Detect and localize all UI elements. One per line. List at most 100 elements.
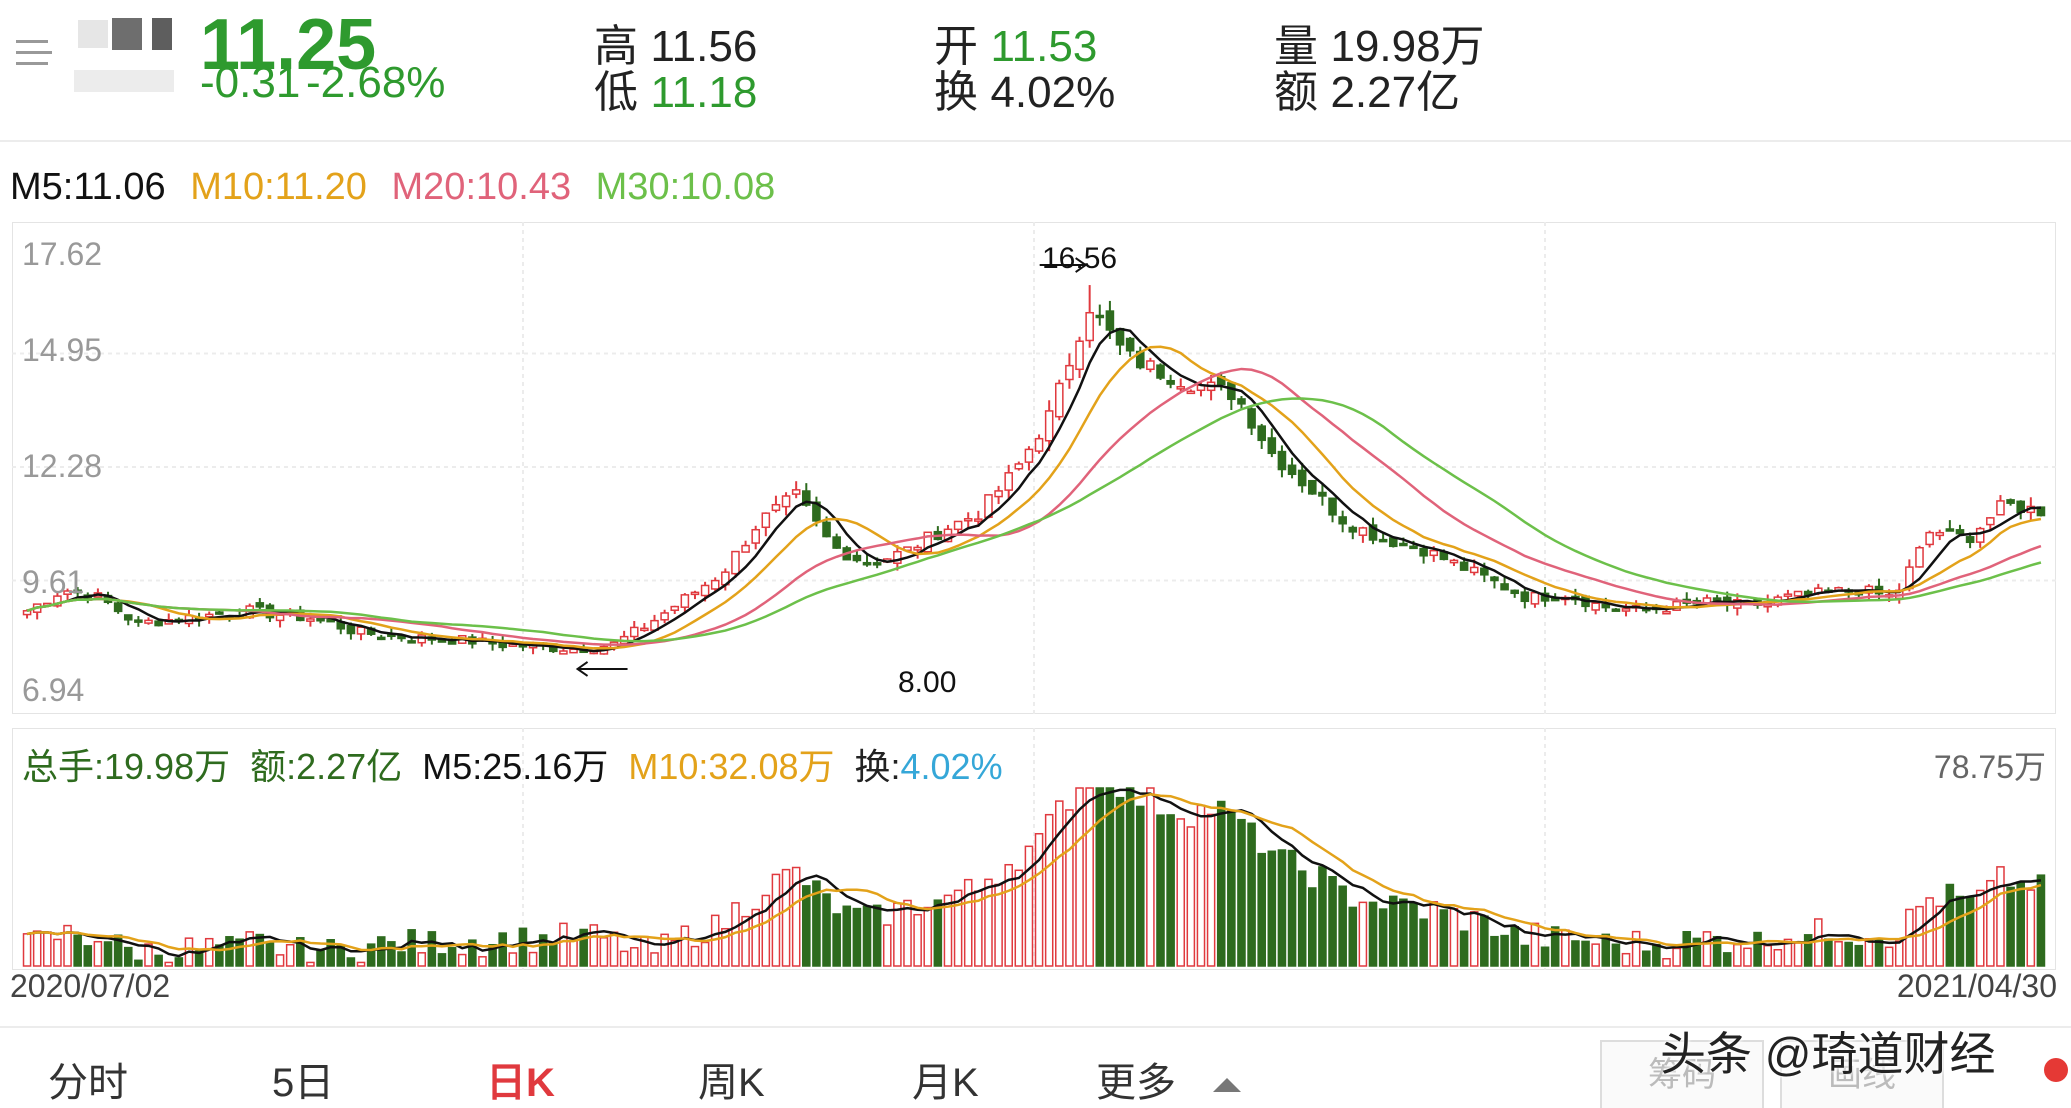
stat-volume: 量 19.98万 — [1274, 10, 1485, 74]
tab-more[interactable]: 更多 — [1096, 1050, 1242, 1108]
volume-bar — [123, 946, 133, 967]
volume-bar — [1753, 931, 1762, 967]
volume-bar — [83, 945, 93, 967]
volume-bar — [1935, 905, 1945, 967]
notification-dot — [2044, 1058, 2068, 1082]
candle-body — [1348, 526, 1358, 533]
candle-body — [1793, 590, 1803, 597]
stat-volume-label: 量 — [1274, 22, 1318, 71]
volume-bar — [1368, 901, 1378, 967]
candle-body — [660, 612, 669, 621]
candle-body — [154, 620, 163, 627]
stat-amount-label: 额 — [1274, 68, 1318, 117]
volume-bar — [1348, 906, 1358, 967]
volume-bar — [1004, 863, 1013, 967]
candle-body — [1975, 527, 1985, 543]
volume-bar — [1388, 895, 1398, 967]
volume-bar — [478, 956, 487, 967]
total-value: 19.98万 — [104, 746, 231, 787]
volume-bar — [1773, 948, 1783, 967]
tab-weekly-k[interactable]: 周K — [698, 1061, 765, 1105]
volume-bar — [1237, 818, 1246, 967]
volume-bar — [1469, 911, 1479, 967]
menu-icon[interactable] — [16, 34, 56, 74]
chips-button[interactable]: 筹码 — [1600, 1040, 1764, 1108]
volume-bar — [943, 894, 953, 967]
volume-bar — [1500, 934, 1509, 967]
volume-bar — [1297, 870, 1307, 967]
tab-intraday[interactable]: 分时 — [48, 1061, 128, 1105]
candle-body — [1308, 479, 1317, 495]
volume-bar — [1874, 939, 1884, 967]
volume-bar — [1459, 930, 1469, 967]
candle-body — [1146, 360, 1155, 371]
candle-body — [872, 562, 882, 566]
volume-bar — [528, 951, 538, 967]
candle-body — [802, 490, 811, 506]
candle-body — [1085, 311, 1094, 342]
volume-bar — [1449, 908, 1459, 967]
vol-ma10-line — [26, 793, 2042, 952]
volume-bar — [1945, 883, 1955, 967]
volume-bar — [1793, 942, 1803, 967]
volume-bar — [1682, 931, 1692, 967]
volume-chart[interactable]: 总手:19.98万 额:2.27亿 M5:25.16万 M10:32.08万 换… — [12, 728, 2056, 970]
stat-open: 开 11.53 — [934, 10, 1097, 74]
start-date: 2020/07/02 — [10, 968, 171, 1004]
volume-bar — [1358, 901, 1368, 967]
volume-bar — [579, 928, 588, 967]
volume-bar — [741, 915, 750, 967]
volume-max-label: 78.75万 — [1933, 749, 2046, 785]
volume-bar — [154, 954, 163, 967]
volume-bar — [1085, 787, 1094, 967]
candle-body — [1965, 536, 1975, 544]
volume-bar — [812, 880, 821, 967]
candle-body — [923, 531, 933, 553]
candle-body — [1186, 390, 1196, 395]
volume-bar — [1075, 787, 1084, 967]
volume-bar — [164, 961, 174, 967]
candle-body — [1328, 497, 1337, 516]
tab-monthly-k[interactable]: 月K — [912, 1061, 979, 1105]
volume-bar — [1722, 952, 1732, 967]
candle-body — [741, 544, 750, 553]
candle-body — [73, 589, 82, 594]
candle-body — [1915, 546, 1924, 568]
price-change-pct: -2.68% — [306, 58, 446, 107]
candle-body — [781, 495, 791, 508]
volume-bar — [1520, 944, 1530, 967]
ma20-label: M20:10.43 — [391, 166, 572, 208]
volume-bar — [326, 939, 335, 967]
volume-bar — [862, 905, 872, 967]
candle-body — [1783, 593, 1793, 597]
volume-bar — [1824, 938, 1833, 967]
candle-body — [134, 619, 143, 623]
volume-bar — [1692, 937, 1702, 967]
tab-5day[interactable]: 5日 — [272, 1061, 335, 1105]
candle-body — [822, 521, 831, 538]
volume-bar — [599, 937, 609, 967]
volume-bar — [306, 961, 315, 967]
candle-body — [1530, 591, 1540, 605]
stat-amount-value: 2.27亿 — [1330, 68, 1461, 117]
ma20-line — [26, 367, 2042, 646]
ma30-line — [26, 397, 2042, 643]
candle-body — [1105, 310, 1115, 331]
volume-bar — [1965, 896, 1975, 967]
volume-bar — [1186, 826, 1196, 967]
volume-bar — [629, 947, 639, 967]
low-arrow-head — [575, 661, 589, 677]
draw-line-button[interactable]: 画线 — [1780, 1040, 1944, 1108]
stat-low: 低 11.18 — [594, 56, 757, 120]
candle-body — [1429, 549, 1439, 557]
candle-body — [1166, 379, 1175, 385]
volume-bar — [508, 952, 518, 967]
price-chart[interactable]: 17.62 14.95 12.28 9.61 6.94 16.56 8.00 — [12, 222, 2056, 714]
candle-body — [215, 611, 224, 615]
volume-bar — [103, 941, 113, 967]
volume-bar — [356, 961, 366, 967]
volume-bar — [1247, 822, 1256, 967]
candle-body — [1419, 547, 1428, 557]
volume-bar — [518, 927, 528, 967]
tab-daily-k[interactable]: 日K — [486, 1061, 555, 1105]
